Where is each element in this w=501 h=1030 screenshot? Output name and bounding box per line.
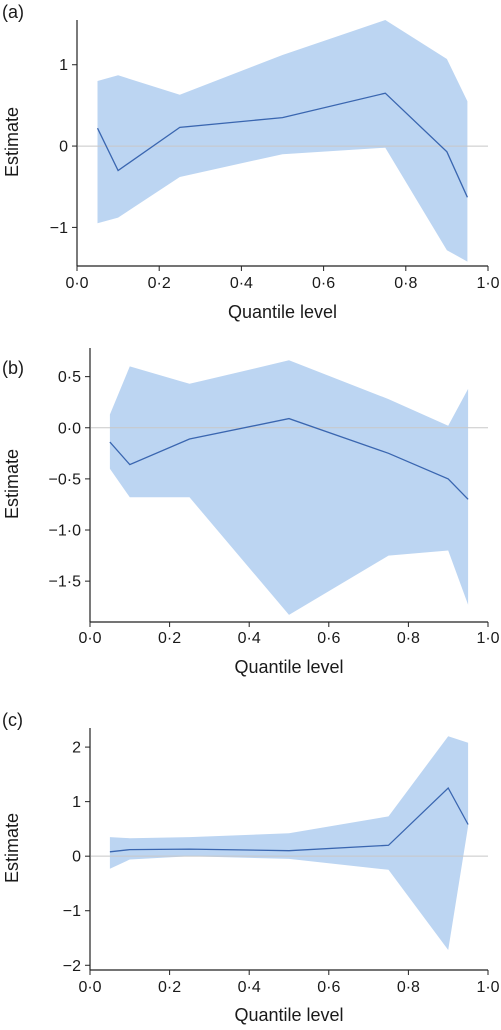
x-tick-label: 0·6 bbox=[317, 979, 340, 996]
x-tick-label: 0·0 bbox=[78, 630, 101, 647]
x-tick-label: 0·2 bbox=[148, 275, 171, 292]
y-axis-label: Estimate bbox=[2, 813, 22, 883]
x-tick-label: 1·0 bbox=[476, 979, 499, 996]
x-axis-label: Quantile level bbox=[234, 1005, 343, 1025]
y-tick-label: 0 bbox=[72, 849, 81, 866]
x-tick-label: 0·8 bbox=[397, 630, 420, 647]
y-tick-label: −1 bbox=[63, 903, 81, 920]
panel-label: (c) bbox=[2, 710, 23, 730]
chart-panel: −1·5 −1·0 −0·5 0·0 0·5 0·0 0·2 0·4 0·6 0·8 1·0 Quan… bbox=[2, 348, 500, 677]
x-tick-label: 0·0 bbox=[78, 979, 101, 996]
x-axis-label: Quantile level bbox=[234, 657, 343, 677]
estimate-line bbox=[109, 417, 469, 500]
y-tick-label: 0 bbox=[59, 139, 68, 156]
y-axis-label: Estimate bbox=[2, 107, 22, 177]
y-tick-label: 1 bbox=[59, 57, 68, 74]
y-tick-label: 0·5 bbox=[58, 369, 81, 386]
x-tick-label: 0·4 bbox=[238, 979, 261, 996]
x-tick-label: 0·4 bbox=[238, 630, 261, 647]
x-tick-label: 0·2 bbox=[158, 630, 181, 647]
estimate-line bbox=[109, 786, 469, 853]
x-tick-label: 0·4 bbox=[230, 275, 253, 292]
x-tick-label: 0·6 bbox=[317, 630, 340, 647]
x-tick-label: 1·0 bbox=[476, 630, 499, 647]
y-tick-label: 2 bbox=[72, 740, 81, 757]
y-tick-label: −1·5 bbox=[49, 574, 82, 591]
x-tick-label: 0·8 bbox=[394, 275, 417, 292]
panel-label: (b) bbox=[2, 358, 24, 378]
confidence-band bbox=[109, 736, 469, 950]
x-tick-label: 0·8 bbox=[397, 979, 420, 996]
y-tick-label: 1 bbox=[72, 794, 81, 811]
chart-panel: −2 −1 0 1 2 0·0 0·2 0·4 0·6 0·8 1·0 Quantile level E… bbox=[2, 710, 500, 1025]
x-tick-label: 0·2 bbox=[158, 979, 181, 996]
chart-panel: −1 0 1 0·0 0·2 0·4 0·6 0·8 1·0 Quantile level Esti… bbox=[2, 2, 500, 322]
y-tick-label: −2 bbox=[63, 958, 81, 975]
confidence-band bbox=[109, 360, 469, 615]
panel-label: (a) bbox=[2, 2, 24, 22]
x-tick-label: 0·6 bbox=[312, 275, 335, 292]
y-tick-label: −1 bbox=[50, 220, 68, 237]
y-axis-label: Estimate bbox=[2, 449, 22, 519]
x-tick-label: 0·0 bbox=[65, 275, 88, 292]
confidence-band bbox=[97, 20, 468, 262]
x-axis-label: Quantile level bbox=[228, 302, 337, 322]
x-tick-label: 1·0 bbox=[476, 275, 499, 292]
y-tick-label: −1·0 bbox=[49, 523, 82, 540]
y-tick-label: −0·5 bbox=[49, 471, 82, 488]
y-tick-label: 0·0 bbox=[58, 420, 81, 437]
estimate-line bbox=[96, 92, 468, 198]
